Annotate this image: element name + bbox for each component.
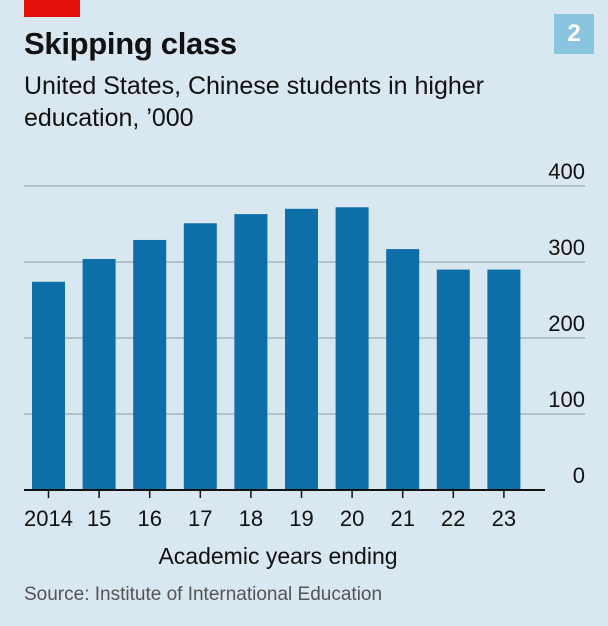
x-axis bbox=[24, 489, 545, 498]
bar bbox=[285, 208, 318, 491]
bar bbox=[82, 258, 116, 490]
bar-chart: 0 100 200 300 400 2014 15 16 17 18 19 20 21 22 23 Aca… bbox=[24, 159, 585, 569]
x-tick-label: 22 bbox=[441, 506, 465, 531]
x-tick-label: 23 bbox=[492, 506, 516, 531]
bar bbox=[335, 207, 369, 490]
x-tick-label: 16 bbox=[137, 506, 161, 531]
x-tick-label: 15 bbox=[87, 506, 111, 531]
bar bbox=[487, 269, 521, 490]
y-tick-label: 200 bbox=[548, 311, 585, 336]
brand-red-tag bbox=[24, 0, 80, 17]
bar bbox=[32, 281, 65, 490]
y-tick-label: 400 bbox=[548, 159, 585, 184]
bar bbox=[436, 269, 470, 490]
bar bbox=[234, 214, 268, 490]
y-tick-label: 300 bbox=[548, 235, 585, 260]
x-tick-label: 18 bbox=[239, 506, 263, 531]
y-tick-labels: 0 100 200 300 400 bbox=[548, 159, 585, 488]
bar bbox=[133, 239, 167, 490]
y-tick-label: 0 bbox=[573, 463, 585, 488]
chart-number-badge: 2 bbox=[554, 14, 594, 54]
x-axis-label: Academic years ending bbox=[158, 543, 397, 569]
bar bbox=[386, 249, 420, 490]
x-tick-label: 20 bbox=[340, 506, 364, 531]
x-tick-label: 19 bbox=[289, 506, 313, 531]
bars bbox=[32, 207, 521, 491]
y-tick-label: 100 bbox=[548, 387, 585, 412]
x-tick-label: 2014 bbox=[24, 506, 73, 531]
chart-subtitle: United States, Chinese students in highe… bbox=[24, 72, 484, 132]
source-note: Source: Institute of International Educa… bbox=[24, 584, 383, 605]
bar bbox=[183, 223, 217, 490]
chart-title: Skipping class bbox=[24, 26, 237, 61]
x-tick-label: 17 bbox=[188, 506, 212, 531]
x-tick-labels: 2014 15 16 17 18 19 20 21 22 23 bbox=[24, 506, 516, 531]
x-tick-label: 21 bbox=[390, 506, 414, 531]
